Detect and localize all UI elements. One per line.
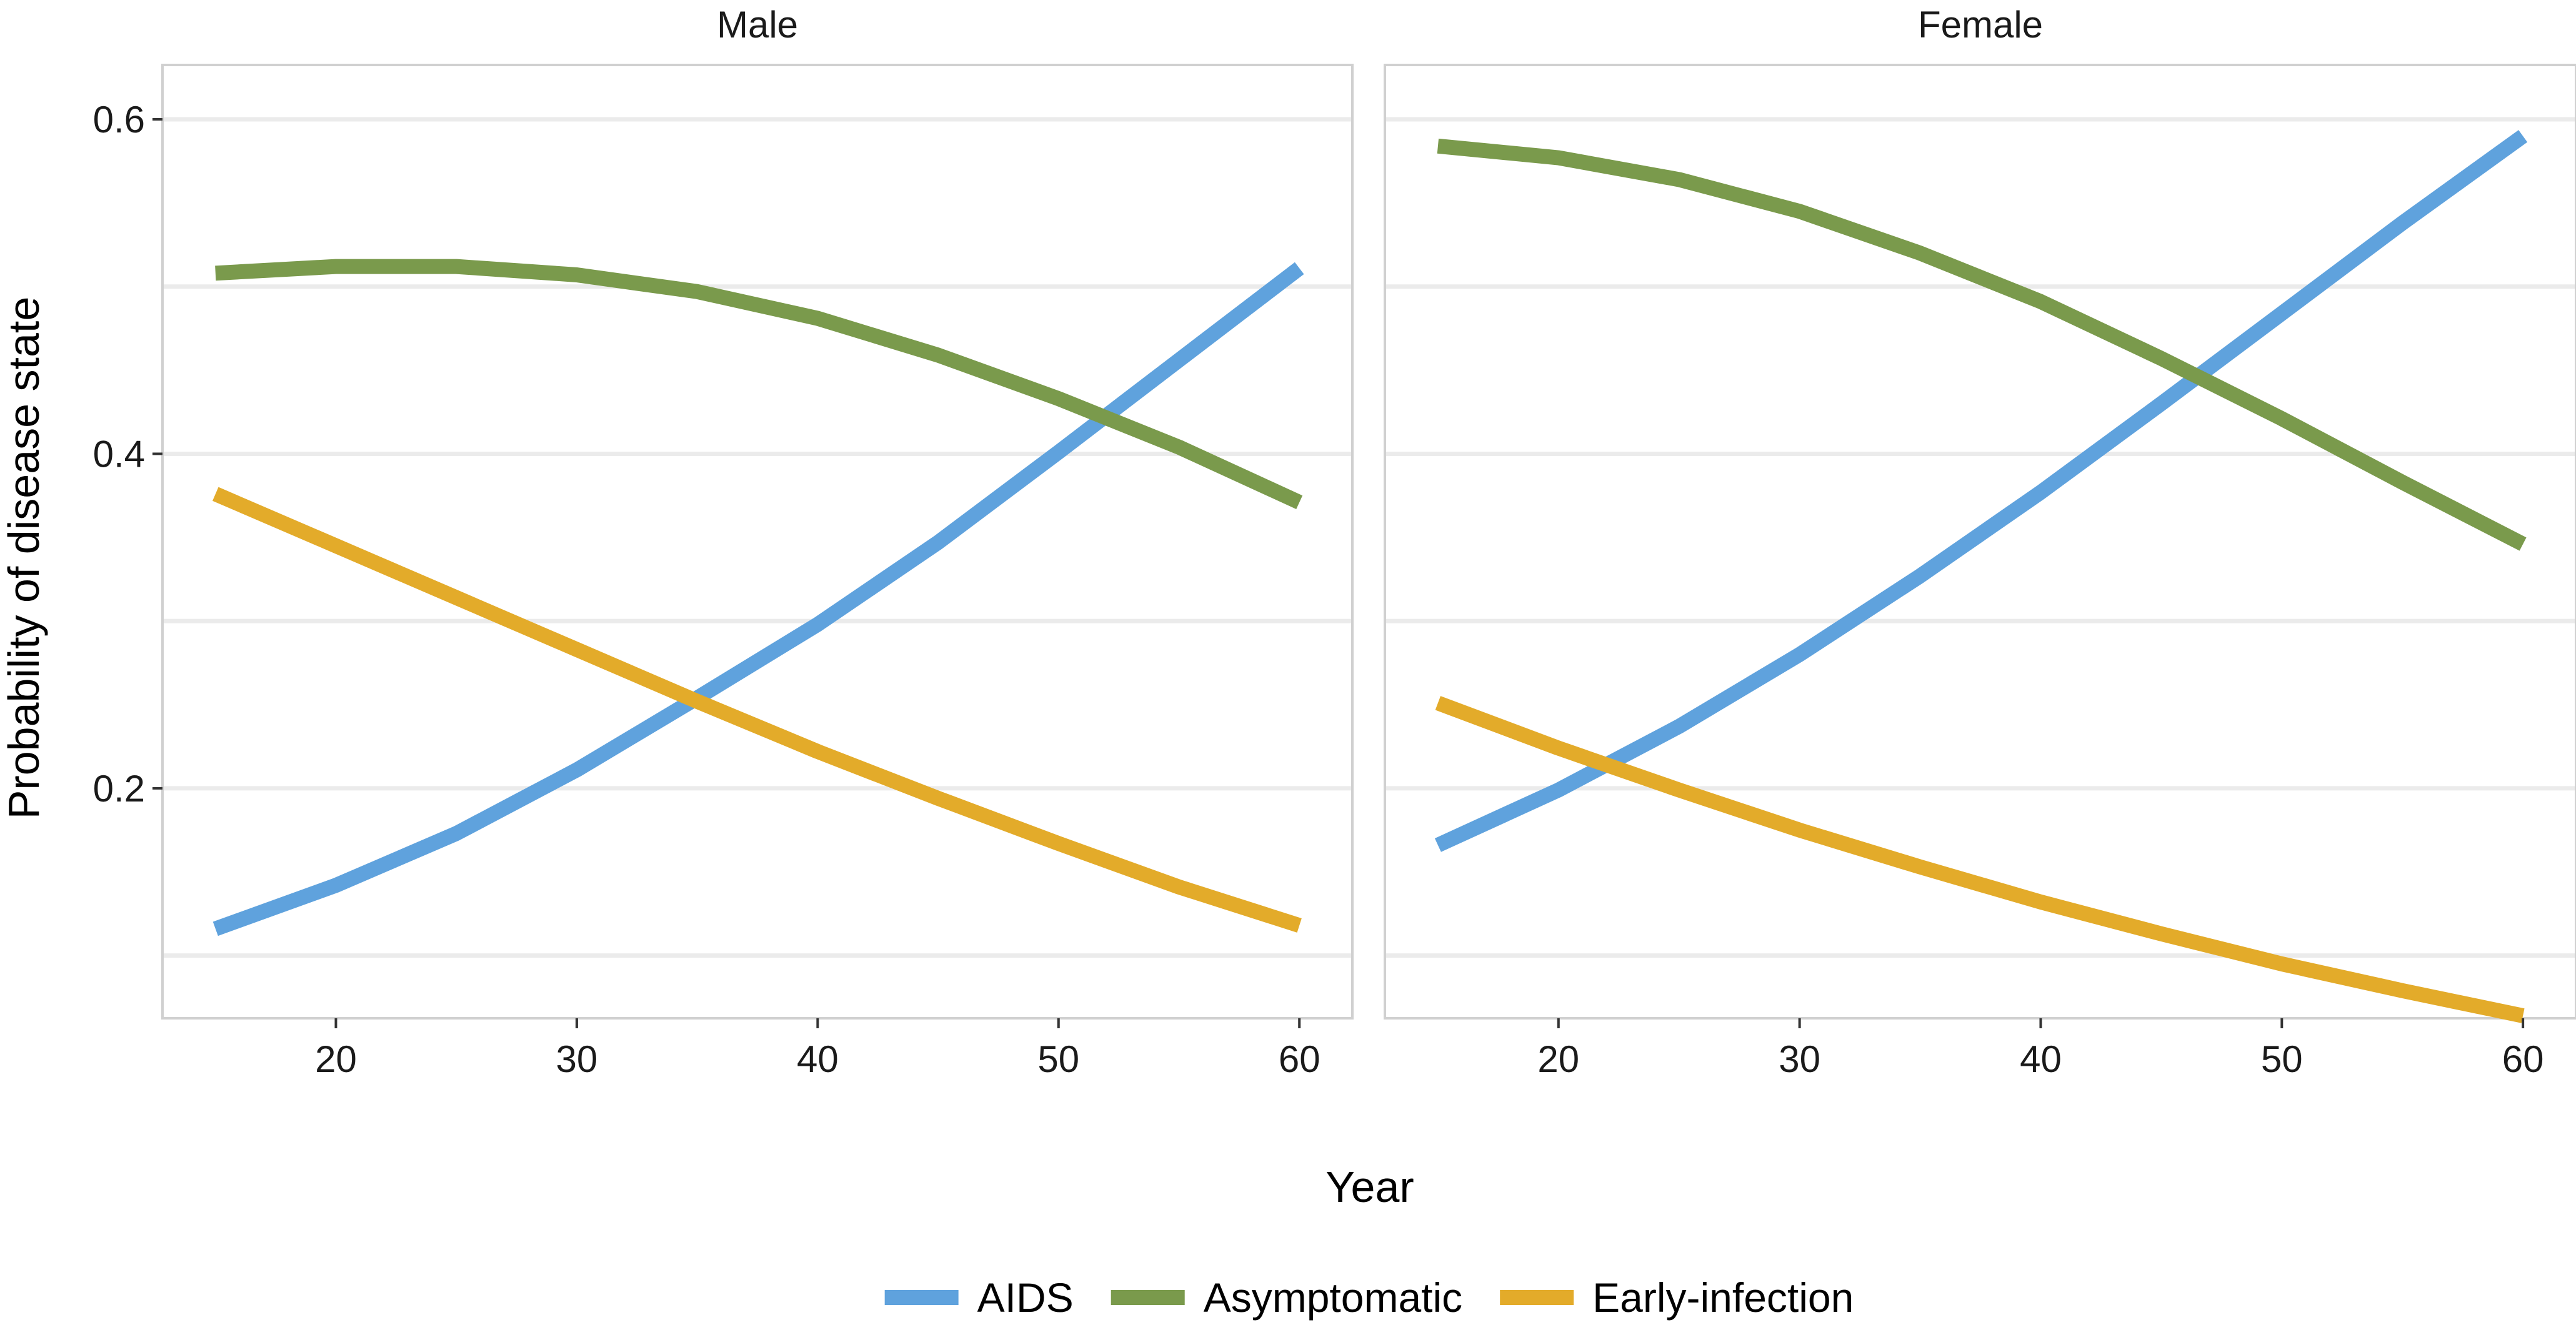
series-line-aids [1434, 130, 2528, 852]
x-tick-label: 40 [797, 1038, 839, 1080]
y-tick-label: 0.6 [93, 99, 145, 141]
panel-border [1384, 64, 2576, 1020]
x-tick-label: 40 [2020, 1038, 2062, 1080]
facet-label-female: Female [1918, 4, 2043, 46]
x-axis-title: Year [1325, 1163, 1414, 1211]
panel-border [161, 64, 1354, 1020]
legend-label-aids: AIDS [977, 1274, 1074, 1321]
x-tick-label: 20 [315, 1038, 357, 1080]
series-line-asymptomatic [1437, 138, 2527, 551]
x-tick-label: 20 [1537, 1038, 1579, 1080]
x-tick-label: 50 [1037, 1038, 1079, 1080]
x-tick-label: 50 [2261, 1038, 2303, 1080]
series-line-early-infection [1435, 696, 2525, 1023]
panel-male: Male 20 30 40 50 60 0.2 0.4 0.6 [93, 4, 1354, 1080]
x-tick-label: 30 [556, 1038, 598, 1080]
legend: AIDS Asymptomatic Early-infection [884, 1274, 1854, 1321]
x-tick-label: 30 [1779, 1038, 1820, 1080]
x-tick-label: 60 [1279, 1038, 1320, 1080]
x-tick-label: 60 [2502, 1038, 2544, 1080]
series-line-asymptomatic [215, 259, 1303, 510]
y-tick-label: 0.2 [93, 768, 145, 810]
legend-label-asymptomatic: Asymptomatic [1204, 1274, 1462, 1321]
legend-label-early-infection: Early-infection [1592, 1274, 1854, 1321]
y-tick-label: 0.4 [93, 433, 145, 475]
series-line-early-infection [212, 487, 1302, 933]
facet-label-male: Male [717, 4, 798, 46]
series-line-aids [212, 262, 1304, 936]
panel-female: Female 20 30 40 50 60 [1384, 4, 2576, 1080]
panels-layer: Male 20 30 40 50 60 0.2 0.4 0.6 Female 20 30 40 50 60 [93, 4, 2576, 1080]
y-axis-title: Probability of disease state [0, 297, 48, 820]
